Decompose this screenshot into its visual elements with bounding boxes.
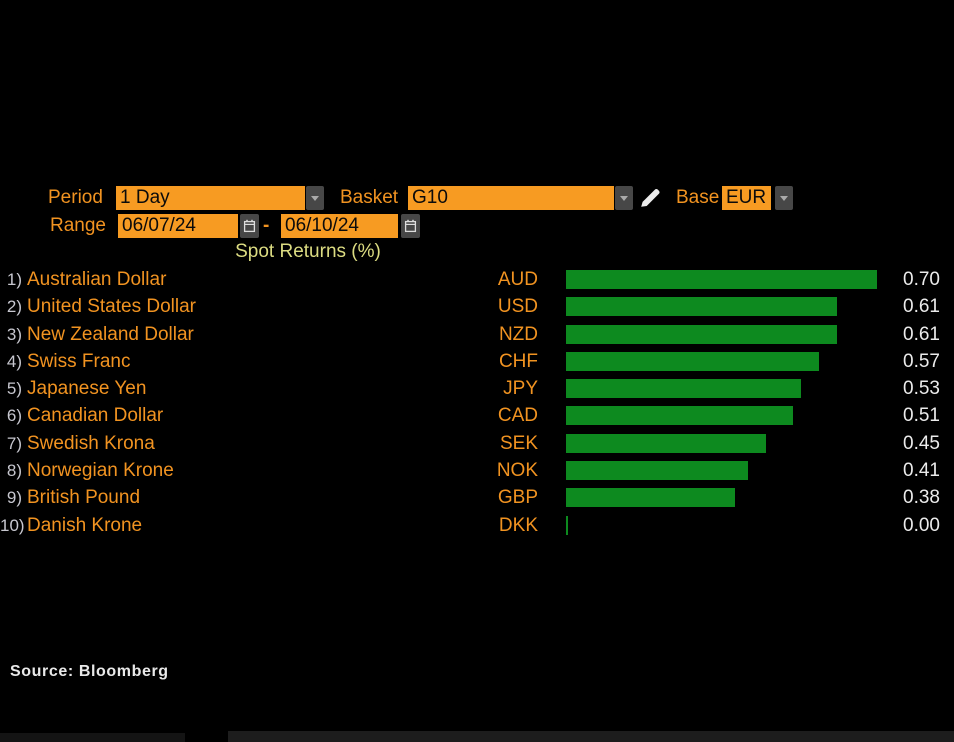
base-dropdown-button[interactable] xyxy=(775,186,793,210)
currency-ticker: JPY xyxy=(503,378,538,400)
return-value: 0.41 xyxy=(903,460,940,482)
row-index: 10) xyxy=(0,515,25,535)
currency-row-cad[interactable]: 6) Canadian Dollar CAD 0.51 xyxy=(0,402,954,429)
return-value: 0.51 xyxy=(903,405,940,427)
row-index: 1) xyxy=(6,270,22,289)
row-index: 7) xyxy=(6,433,22,453)
basket-dropdown-button[interactable] xyxy=(615,186,633,210)
edit-basket-button[interactable] xyxy=(637,186,665,210)
return-value: 0.57 xyxy=(903,350,940,372)
base-label: Base xyxy=(676,187,720,208)
currency-row-sek[interactable]: 7) Swedish Krona SEK 0.45 xyxy=(0,430,954,457)
return-bar xyxy=(566,324,837,344)
currency-name: Australian Dollar xyxy=(27,269,167,290)
range-start-calendar-button[interactable] xyxy=(240,214,259,238)
chevron-down-icon xyxy=(620,195,628,201)
basket-label: Basket xyxy=(340,187,399,208)
currency-name: Danish Krone xyxy=(27,514,143,536)
currency-row-gbp[interactable]: 9) British Pound GBP 0.38 xyxy=(0,484,954,511)
range-start-input[interactable]: 06/07/24 xyxy=(118,214,238,238)
return-value: 0.61 xyxy=(903,296,940,318)
currency-row-usd[interactable]: 2) United States Dollar USD 0.61 xyxy=(0,293,954,320)
period-select[interactable]: 1 Day xyxy=(116,186,305,210)
basket-select[interactable]: G10 xyxy=(408,186,614,210)
source-attribution: Source: Bloomberg xyxy=(10,663,169,680)
return-bar xyxy=(566,379,801,399)
return-bar xyxy=(566,433,766,453)
return-bar xyxy=(566,297,837,317)
return-value: 0.70 xyxy=(903,269,940,290)
return-value: 0.00 xyxy=(903,514,940,536)
currency-name: United States Dollar xyxy=(27,296,196,318)
currency-name: Swiss Franc xyxy=(27,350,131,372)
row-index: 6) xyxy=(6,406,22,426)
currency-name: New Zealand Dollar xyxy=(27,323,194,345)
return-value: 0.45 xyxy=(903,432,940,454)
currency-name: Canadian Dollar xyxy=(27,405,164,427)
return-value: 0.53 xyxy=(903,378,940,400)
currency-ticker: SEK xyxy=(499,432,538,454)
pencil-icon xyxy=(641,189,660,207)
range-end-calendar-button[interactable] xyxy=(401,214,420,238)
currency-ticker: AUD xyxy=(497,269,538,290)
currency-row-dkk[interactable]: 10) Danish Krone DKK 0.00 xyxy=(0,512,954,539)
range-end-input[interactable]: 06/10/24 xyxy=(281,214,398,238)
return-value: 0.61 xyxy=(903,323,940,345)
return-bar xyxy=(566,461,748,481)
period-label: Period xyxy=(48,187,103,208)
currency-ticker: DKK xyxy=(498,514,538,536)
currency-ticker: USD xyxy=(497,296,538,318)
currency-ticker: CAD xyxy=(497,405,538,427)
row-index: 9) xyxy=(6,488,22,508)
currency-row-nok[interactable]: 8) Norwegian Krone NOK 0.41 xyxy=(0,457,954,484)
currency-ticker: GBP xyxy=(497,487,538,509)
row-index: 2) xyxy=(6,297,22,317)
period-dropdown-button[interactable] xyxy=(306,186,324,210)
currency-name: British Pound xyxy=(27,487,141,509)
currency-ticker: NZD xyxy=(498,323,538,345)
range-separator: - xyxy=(263,215,270,236)
return-bar xyxy=(566,488,735,508)
bottom-strip-right xyxy=(228,731,954,742)
chart-title: Spot Returns (%) xyxy=(235,241,381,262)
currency-row-jpy[interactable]: 5) Japanese Yen JPY 0.53 xyxy=(0,375,954,402)
currency-row-nzd[interactable]: 3) New Zealand Dollar NZD 0.61 xyxy=(0,321,954,348)
range-label: Range xyxy=(50,215,106,236)
return-bar xyxy=(566,406,793,426)
row-index: 8) xyxy=(6,461,22,481)
spot-returns-chart: 1) Australian Dollar AUD 0.70 2) United State… xyxy=(0,266,954,539)
currency-name: Swedish Krona xyxy=(27,432,155,454)
return-bar xyxy=(566,270,877,289)
currency-name: Norwegian Krone xyxy=(27,460,174,482)
row-index: 5) xyxy=(6,379,22,399)
currency-name: Japanese Yen xyxy=(27,378,147,400)
currency-row-aud[interactable]: 1) Australian Dollar AUD 0.70 xyxy=(0,266,954,293)
row-index: 3) xyxy=(6,324,22,344)
row-index: 4) xyxy=(6,351,22,371)
calendar-icon xyxy=(243,219,256,233)
calendar-icon xyxy=(404,219,417,233)
currency-ticker: NOK xyxy=(496,460,538,482)
return-bar xyxy=(566,351,819,371)
chevron-down-icon xyxy=(780,195,788,201)
currency-row-chf[interactable]: 4) Swiss Franc CHF 0.57 xyxy=(0,348,954,375)
bottom-strip-left xyxy=(0,733,185,742)
return-value: 0.38 xyxy=(903,487,940,509)
currency-ticker: CHF xyxy=(498,350,538,372)
chevron-down-icon xyxy=(311,195,319,201)
base-select[interactable]: EUR xyxy=(722,186,771,210)
return-bar xyxy=(566,515,568,535)
